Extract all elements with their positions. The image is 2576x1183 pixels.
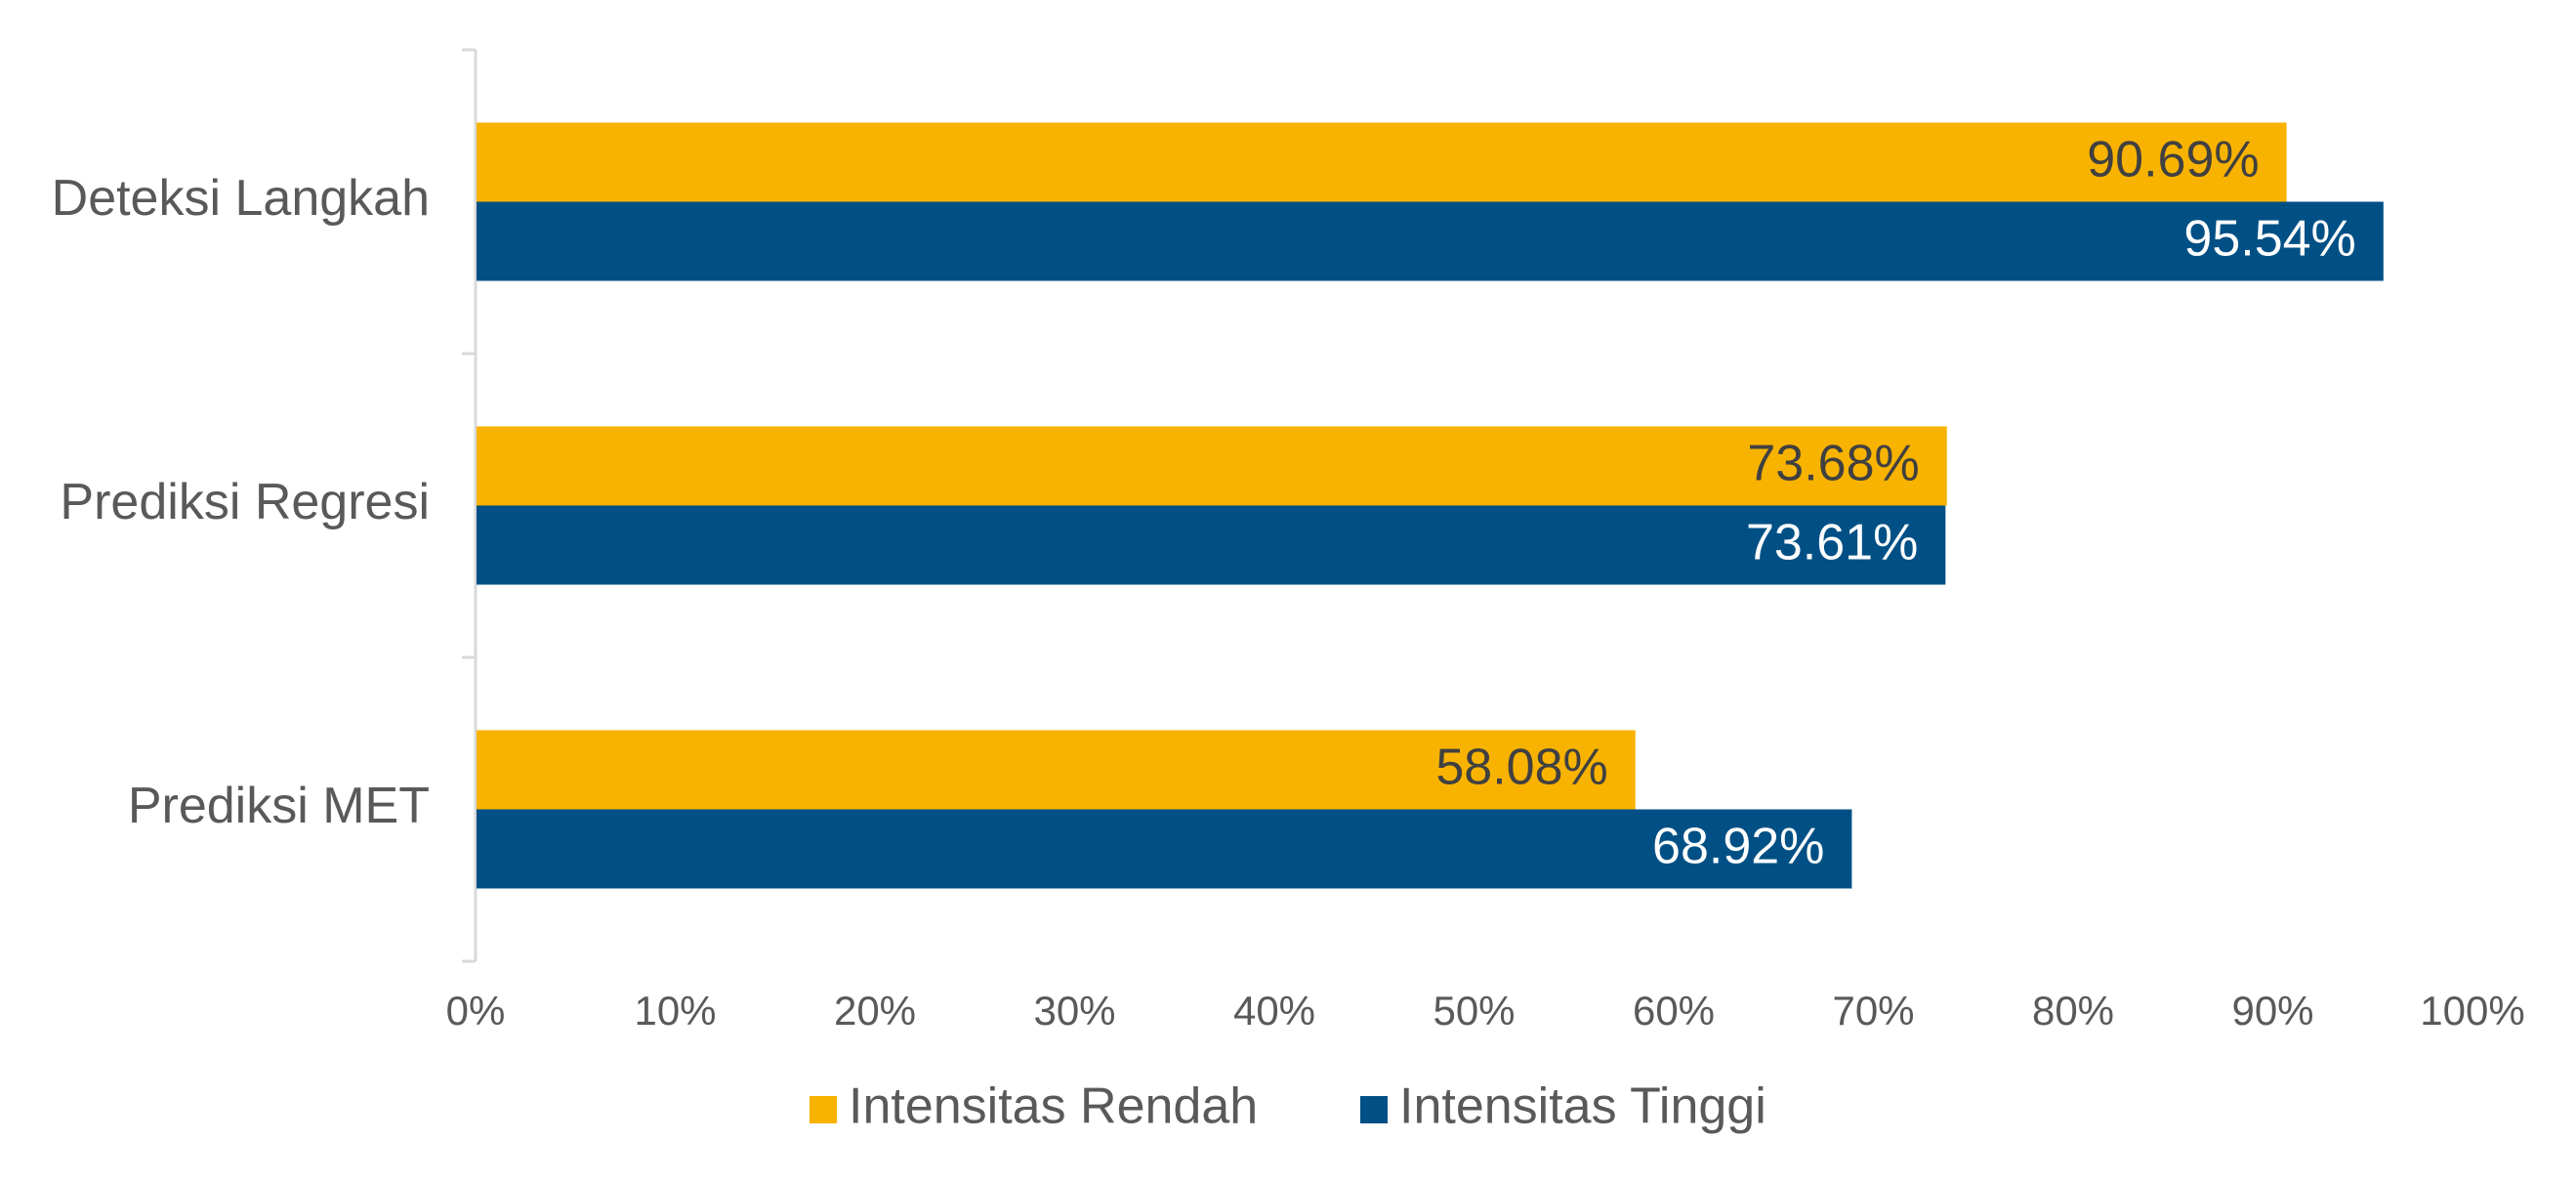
axes [462, 48, 478, 963]
x-tick-label: 100% [2420, 988, 2524, 1034]
x-tick-label: 20% [834, 988, 916, 1034]
bar-intensitas-tinggi [477, 505, 1946, 585]
bar-intensitas-tinggi [477, 201, 2384, 281]
category-labels: Deteksi Langkah Prediksi Regresi Prediksi … [52, 170, 430, 834]
x-tick-label: 10% [634, 988, 716, 1034]
x-tick-label: 70% [1832, 988, 1914, 1034]
data-label: 68.92% [1652, 819, 1824, 875]
data-label: 73.68% [1747, 436, 1919, 492]
category-label: Deteksi Langkah [52, 170, 430, 227]
legend-swatch [1360, 1096, 1388, 1123]
data-label: 90.69% [2087, 132, 2259, 189]
x-tick-label: 30% [1033, 988, 1115, 1034]
legend-swatch [810, 1096, 837, 1123]
legend-label: Intensitas Tinggi [1399, 1078, 1766, 1135]
x-tick-label: 80% [2032, 988, 2114, 1034]
data-label: 95.54% [2183, 211, 2355, 268]
x-tick-label: 90% [2231, 988, 2313, 1034]
legend: Intensitas Rendah Intensitas Tinggi [810, 1078, 1766, 1135]
x-tick-labels: 0% 10% 20% 30% 40% 50% 60% 70% 80% 90% 100% [446, 988, 2525, 1034]
x-tick-label: 0% [446, 988, 506, 1034]
data-label: 58.08% [1435, 739, 1607, 796]
legend-label: Intensitas Rendah [849, 1078, 1258, 1135]
x-tick-label: 60% [1633, 988, 1715, 1034]
data-labels: 90.69% 95.54% 73.68% 73.61% 58.08% 68.92% [1435, 132, 2355, 875]
bar-intensitas-rendah [477, 426, 1947, 506]
data-label: 73.61% [1746, 515, 1918, 571]
bar-intensitas-rendah [477, 730, 1636, 810]
x-tick-label: 50% [1433, 988, 1515, 1034]
x-tick-label: 40% [1233, 988, 1315, 1034]
bar-intensitas-tinggi [477, 809, 1852, 889]
bars [477, 122, 2384, 889]
category-label: Prediksi Regresi [60, 474, 430, 530]
bar-intensitas-rendah [477, 122, 2287, 202]
category-label: Prediksi MET [128, 778, 430, 834]
